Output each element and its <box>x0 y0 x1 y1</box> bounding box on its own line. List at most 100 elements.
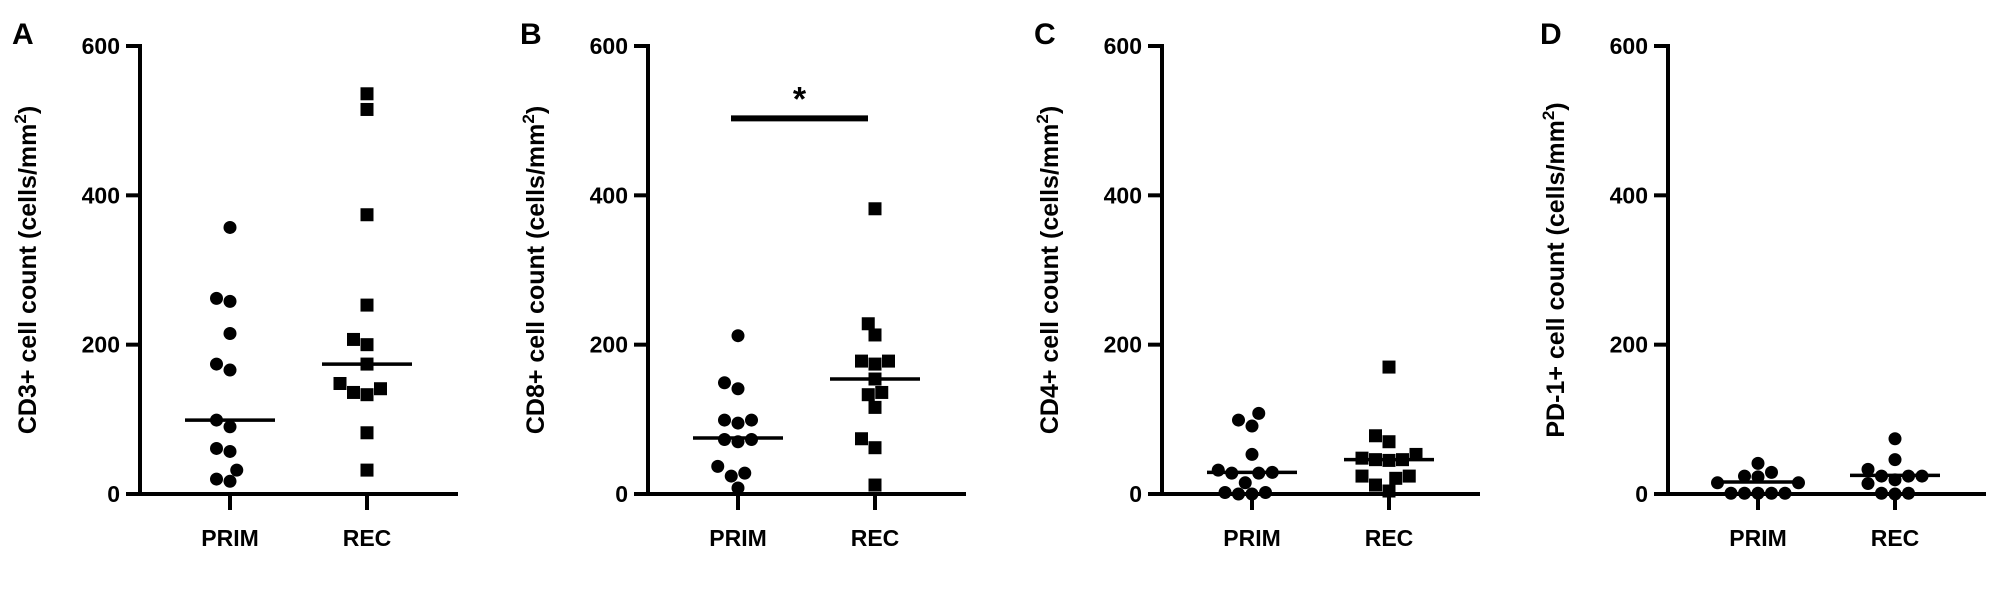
y-tick-label: 0 <box>107 481 120 507</box>
data-point-square <box>868 478 882 492</box>
data-point-circle <box>1751 486 1765 500</box>
data-point-circle <box>1245 447 1259 461</box>
y-axis-label: CD4+ cell count (cells/mm2) <box>1033 106 1064 434</box>
data-point-circle <box>1888 432 1902 446</box>
data-point-circle <box>1245 419 1259 433</box>
panel-label: C <box>1034 18 1056 51</box>
data-point-square <box>861 388 875 402</box>
data-point-circle <box>731 329 745 343</box>
significance-label: * <box>793 80 807 118</box>
y-axis-label-end: ) <box>1542 102 1570 110</box>
data-point-square <box>1369 429 1382 443</box>
data-point-square <box>861 317 875 331</box>
y-axis-label-main: PD-1+ cell count (cells/mm <box>1542 120 1570 437</box>
data-point-circle <box>738 466 752 480</box>
panel-A: A CD3+ cell count (cells/mm2) 0 200 400 600 PR… <box>11 18 458 551</box>
data-point-circle <box>718 413 731 427</box>
data-point-square <box>360 208 374 222</box>
data-point-circle <box>1765 486 1778 500</box>
data-point-square <box>868 202 882 216</box>
data-point-circle <box>731 481 745 495</box>
data-point-square <box>347 385 360 399</box>
y-axis-label-superscript: 2 <box>519 114 538 123</box>
y-tick-label: 0 <box>615 481 628 507</box>
y-tick-label: 600 <box>590 33 628 59</box>
data-point-square <box>347 332 360 346</box>
data-point-circle <box>210 472 223 486</box>
panel-label: A <box>12 18 34 51</box>
data-point-circle <box>223 294 237 308</box>
data-point-circle <box>745 413 758 427</box>
data-point-circle <box>718 376 731 390</box>
data-point-square <box>333 376 347 390</box>
data-point-square <box>1382 360 1396 374</box>
data-point-circle <box>1218 486 1232 500</box>
y-tick-label: 600 <box>1610 33 1648 59</box>
data-point-square <box>360 388 374 402</box>
data-point-circle <box>1738 469 1751 483</box>
y-tick-label: 400 <box>1610 182 1648 208</box>
y-axis-label-superscript: 2 <box>1539 111 1558 120</box>
data-point-circle <box>1232 413 1245 427</box>
data-point-circle <box>230 463 244 477</box>
y-axis-label-superscript: 2 <box>11 114 30 123</box>
data-point-square <box>360 338 374 352</box>
data-point-square <box>360 463 374 477</box>
data-point-square <box>855 354 868 368</box>
data-point-square <box>1402 469 1416 483</box>
data-point-square <box>868 441 882 455</box>
data-point-circle <box>731 416 745 430</box>
data-point-circle <box>1902 486 1915 500</box>
data-point-circle <box>1238 476 1252 490</box>
data-point-circle <box>1888 487 1902 501</box>
y-tick-label: 600 <box>82 33 120 59</box>
data-point-circle <box>1245 487 1259 501</box>
y-tick-label: 200 <box>590 332 628 358</box>
data-point-square <box>360 87 374 101</box>
data-point-square <box>875 385 889 399</box>
data-point-circle <box>1861 462 1875 476</box>
x-tick-label: REC <box>1365 525 1414 551</box>
y-axis-label-end: ) <box>14 106 42 114</box>
y-tick-label: 400 <box>82 182 120 208</box>
data-point-circle <box>210 291 223 305</box>
data-point-square <box>1409 447 1423 461</box>
y-axis-label-main: CD8+ cell count (cells/mm <box>522 124 550 435</box>
data-point-circle <box>1738 486 1751 500</box>
x-tick-label: PRIM <box>1223 525 1281 551</box>
x-tick-label: REC <box>343 525 392 551</box>
y-axis-label: CD3+ cell count (cells/mm2) <box>11 106 42 434</box>
data-point-square <box>1369 478 1382 492</box>
data-point-circle <box>1888 453 1902 467</box>
data-point-circle <box>223 420 237 434</box>
data-point-circle <box>223 474 237 488</box>
data-point-circle <box>223 444 237 458</box>
y-axis-label-superscript: 2 <box>1033 114 1052 123</box>
data-point-square <box>360 102 374 116</box>
y-tick-label: 400 <box>1104 182 1142 208</box>
panel-label: D <box>1540 18 1562 51</box>
x-tick-label: PRIM <box>201 525 259 551</box>
y-tick-label: 0 <box>1129 481 1142 507</box>
data-point-circle <box>1765 465 1778 479</box>
y-axis-label: PD-1+ cell count (cells/mm2) <box>1539 102 1570 437</box>
data-point-square <box>1389 471 1403 485</box>
y-axis-label-main: CD4+ cell count (cells/mm <box>1036 124 1064 435</box>
y-tick-label: 200 <box>1610 332 1648 358</box>
data-point-square <box>1382 435 1396 449</box>
data-point-circle <box>223 220 237 234</box>
y-tick-label: 200 <box>82 332 120 358</box>
data-point-circle <box>731 382 745 396</box>
data-point-circle <box>1875 486 1888 500</box>
y-axis-label-main: CD3+ cell count (cells/mm <box>14 124 42 435</box>
y-tick-label: 0 <box>1635 481 1648 507</box>
y-tick-label: 600 <box>1104 33 1142 59</box>
data-point-circle <box>1211 463 1225 477</box>
y-tick-label: 400 <box>590 182 628 208</box>
panel-C: C CD4+ cell count (cells/mm2) 0 200 400 600 PR… <box>1033 18 1480 551</box>
data-point-circle <box>1724 486 1738 500</box>
x-tick-label: PRIM <box>1729 525 1787 551</box>
data-point-square <box>1355 469 1369 483</box>
data-point-circle <box>1778 486 1792 500</box>
